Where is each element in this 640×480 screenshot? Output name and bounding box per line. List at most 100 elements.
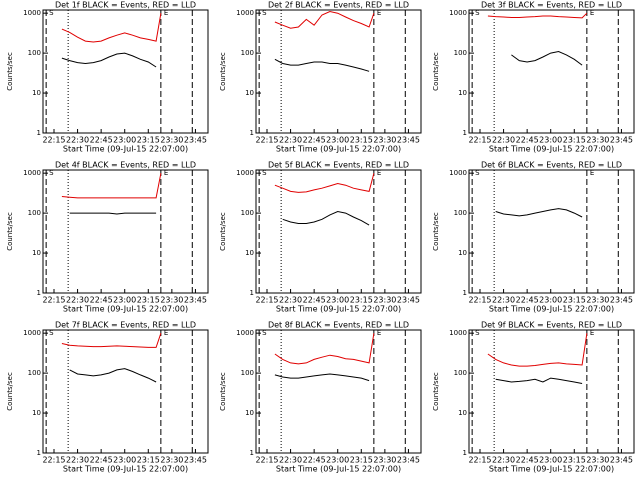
annotation: E bbox=[164, 329, 168, 337]
annotation: E bbox=[590, 169, 594, 177]
x-tick-label: 23:00 bbox=[539, 456, 562, 465]
y-axis-label: Counts/sec bbox=[219, 372, 227, 411]
x-axis-label: Start Time (09-Jul-15 22:07:00) bbox=[63, 305, 188, 314]
y-tick-label: 1000 bbox=[23, 9, 41, 17]
x-tick-label: 23:15 bbox=[563, 136, 586, 145]
x-tick-label: 23:00 bbox=[539, 296, 562, 305]
x-tick-label: 23:45 bbox=[397, 456, 420, 465]
x-tick-label: 23:00 bbox=[539, 136, 562, 145]
x-axis-label: Start Time (09-Jul-15 22:07:00) bbox=[276, 305, 401, 314]
x-tick-label: 23:30 bbox=[586, 296, 609, 305]
y-axis-label: Counts/sec bbox=[432, 212, 440, 251]
x-axis-label: Start Time (09-Jul-15 22:07:00) bbox=[63, 465, 188, 474]
x-tick-label: 23:45 bbox=[610, 136, 633, 145]
x-tick-label: 22:45 bbox=[516, 456, 539, 465]
x-tick-label: 22:30 bbox=[279, 296, 302, 305]
y-tick-label: 100 bbox=[241, 49, 254, 57]
x-tick-label: 22:45 bbox=[90, 296, 113, 305]
y-tick-label: 1 bbox=[37, 289, 41, 297]
x-tick-label: 22:45 bbox=[303, 296, 326, 305]
annotation: E bbox=[164, 9, 168, 17]
series-line bbox=[282, 210, 370, 226]
annotation: S bbox=[475, 9, 480, 17]
plot-frame bbox=[42, 9, 209, 134]
x-tick-label: 22:30 bbox=[66, 136, 89, 145]
series-line bbox=[69, 212, 157, 215]
y-tick-label: 1 bbox=[250, 289, 254, 297]
y-axis-label: Counts/sec bbox=[219, 52, 227, 91]
annotation: E bbox=[377, 9, 381, 17]
x-tick-label: 23:30 bbox=[160, 136, 183, 145]
plot-frame bbox=[255, 9, 422, 134]
x-tick-label: 22:30 bbox=[66, 296, 89, 305]
panel-title: Det 6f BLACK = Events, RED = LLD bbox=[481, 161, 622, 170]
y-tick-label: 1000 bbox=[236, 9, 254, 17]
series-line bbox=[274, 173, 375, 193]
x-tick-label: 23:45 bbox=[397, 136, 420, 145]
y-tick-label: 10 bbox=[245, 249, 254, 257]
y-tick-label: 1 bbox=[463, 129, 467, 137]
panel-title: Det 2f BLACK = Events, RED = LLD bbox=[268, 1, 409, 10]
panel-title: Det 3f BLACK = Events, RED = LLD bbox=[481, 1, 622, 10]
x-tick-label: 22:30 bbox=[492, 296, 515, 305]
panel-title: Det 4f BLACK = Events, RED = LLD bbox=[55, 161, 196, 170]
x-tick-label: 23:15 bbox=[350, 456, 373, 465]
x-tick-label: 23:15 bbox=[137, 456, 160, 465]
y-tick-label: 100 bbox=[454, 49, 467, 57]
annotation: S bbox=[262, 329, 267, 337]
series-line bbox=[511, 50, 583, 66]
y-tick-label: 1 bbox=[37, 129, 41, 137]
x-tick-label: 22:45 bbox=[516, 296, 539, 305]
y-tick-label: 1 bbox=[250, 449, 254, 457]
annotation: S bbox=[49, 169, 54, 177]
x-tick-label: 22:15 bbox=[255, 136, 278, 145]
x-axis-label: Start Time (09-Jul-15 22:07:00) bbox=[276, 465, 401, 474]
x-tick-label: 22:15 bbox=[255, 456, 278, 465]
annotation: S bbox=[262, 9, 267, 17]
x-tick-label: 22:30 bbox=[279, 136, 302, 145]
plot-frame bbox=[42, 329, 209, 454]
x-tick-label: 22:45 bbox=[90, 456, 113, 465]
x-tick-label: 23:15 bbox=[137, 136, 160, 145]
y-tick-label: 10 bbox=[458, 249, 467, 257]
x-tick-label: 23:15 bbox=[563, 296, 586, 305]
y-tick-label: 1 bbox=[250, 129, 254, 137]
x-tick-label: 22:15 bbox=[468, 296, 491, 305]
x-tick-label: 22:15 bbox=[42, 456, 65, 465]
y-axis-label: Counts/sec bbox=[219, 212, 227, 251]
y-tick-label: 1000 bbox=[23, 329, 41, 337]
y-tick-label: 1000 bbox=[236, 169, 254, 177]
y-tick-label: 10 bbox=[458, 89, 467, 97]
series-line bbox=[487, 333, 588, 367]
x-tick-label: 23:15 bbox=[137, 296, 160, 305]
y-tick-label: 100 bbox=[28, 369, 41, 377]
plot-frame bbox=[42, 169, 209, 294]
y-tick-label: 100 bbox=[28, 49, 41, 57]
x-tick-label: 23:30 bbox=[373, 456, 396, 465]
series-line bbox=[61, 52, 157, 68]
y-tick-label: 1 bbox=[463, 289, 467, 297]
annotation: E bbox=[164, 169, 168, 177]
y-tick-label: 1000 bbox=[236, 329, 254, 337]
x-tick-label: 23:00 bbox=[326, 456, 349, 465]
x-tick-label: 23:15 bbox=[350, 136, 373, 145]
x-tick-label: 23:45 bbox=[610, 456, 633, 465]
y-tick-label: 1000 bbox=[449, 169, 467, 177]
panel-title: Det 8f BLACK = Events, RED = LLD bbox=[268, 321, 409, 330]
y-tick-label: 100 bbox=[28, 209, 41, 217]
series-line bbox=[69, 368, 157, 383]
x-tick-label: 23:30 bbox=[373, 136, 396, 145]
y-tick-label: 10 bbox=[245, 89, 254, 97]
x-axis-label: Start Time (09-Jul-15 22:07:00) bbox=[63, 145, 188, 154]
x-tick-label: 22:15 bbox=[468, 136, 491, 145]
x-tick-label: 23:30 bbox=[160, 296, 183, 305]
series-line bbox=[61, 173, 162, 199]
annotation: E bbox=[590, 9, 594, 17]
x-tick-label: 23:15 bbox=[350, 296, 373, 305]
annotation: S bbox=[475, 169, 480, 177]
y-tick-label: 10 bbox=[245, 409, 254, 417]
annotation: E bbox=[377, 329, 381, 337]
y-tick-label: 100 bbox=[241, 209, 254, 217]
x-tick-label: 23:00 bbox=[326, 136, 349, 145]
x-tick-label: 22:45 bbox=[303, 456, 326, 465]
